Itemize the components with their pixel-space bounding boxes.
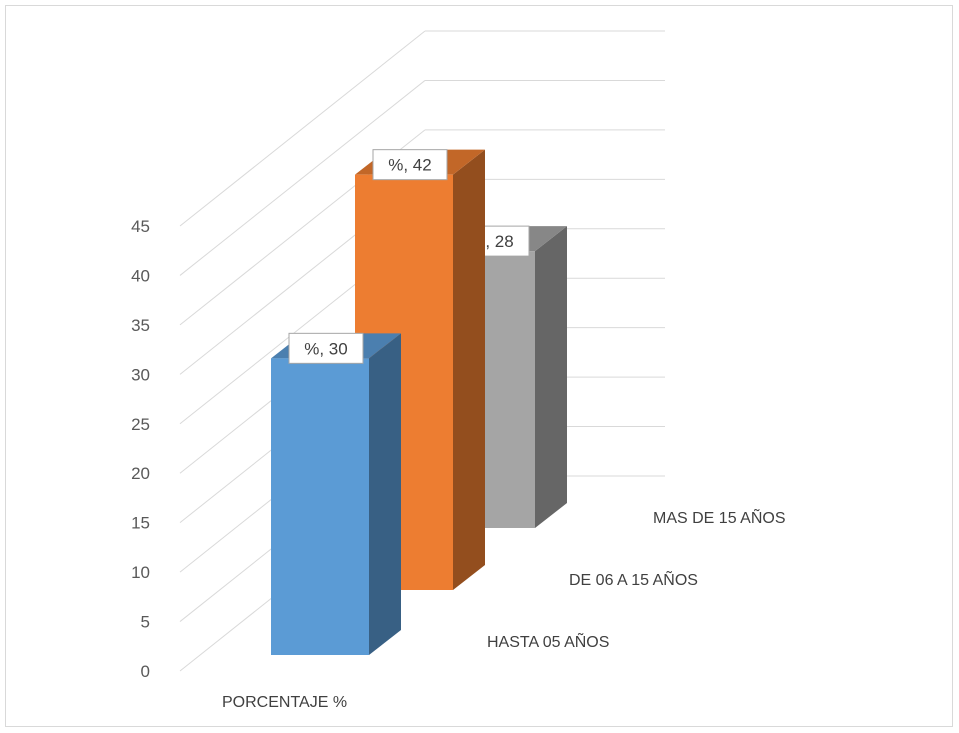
- bar-side-face: [369, 333, 401, 655]
- data-label-box: [372, 149, 448, 181]
- y-tick-label: 15: [131, 514, 150, 533]
- series-labels: MAS DE 15 AÑOS DE 06 A 15 AÑOS HASTA 05 AÑ…: [487, 507, 786, 651]
- y-tick-label: 30: [131, 365, 150, 384]
- bars: %, 28%, 42%, 30: [271, 149, 567, 655]
- category-label: PORCENTAJE %: [222, 694, 347, 711]
- bar-front-face: [271, 358, 369, 655]
- data-label: %, 30: [304, 339, 347, 358]
- y-tick-label: 10: [131, 563, 150, 582]
- y-tick-label: 35: [131, 316, 150, 335]
- series-label-3: MAS DE 15 AÑOS: [653, 507, 786, 527]
- gridline-floor-8: [179, 80, 426, 276]
- bar-side-face: [453, 149, 485, 590]
- y-tick-label: 5: [141, 613, 150, 632]
- bar-side-face: [535, 226, 567, 528]
- y-axis: 0 5 10 15 20 25 30 35 40 45: [131, 217, 150, 681]
- y-tick-label: 25: [131, 415, 150, 434]
- series-label-1: HASTA 05 AÑOS: [487, 631, 609, 651]
- bar-1: %, 30: [271, 332, 401, 655]
- series-label-2: DE 06 A 15 AÑOS: [569, 569, 698, 589]
- data-label: %, 42: [388, 156, 431, 175]
- gridline-floor-9: [179, 30, 426, 227]
- y-tick-label: 40: [131, 266, 150, 285]
- y-tick-label: 45: [131, 217, 150, 236]
- y-tick-label: 20: [131, 464, 150, 483]
- data-label-box: [288, 332, 364, 364]
- y-tick-label: 0: [141, 662, 150, 681]
